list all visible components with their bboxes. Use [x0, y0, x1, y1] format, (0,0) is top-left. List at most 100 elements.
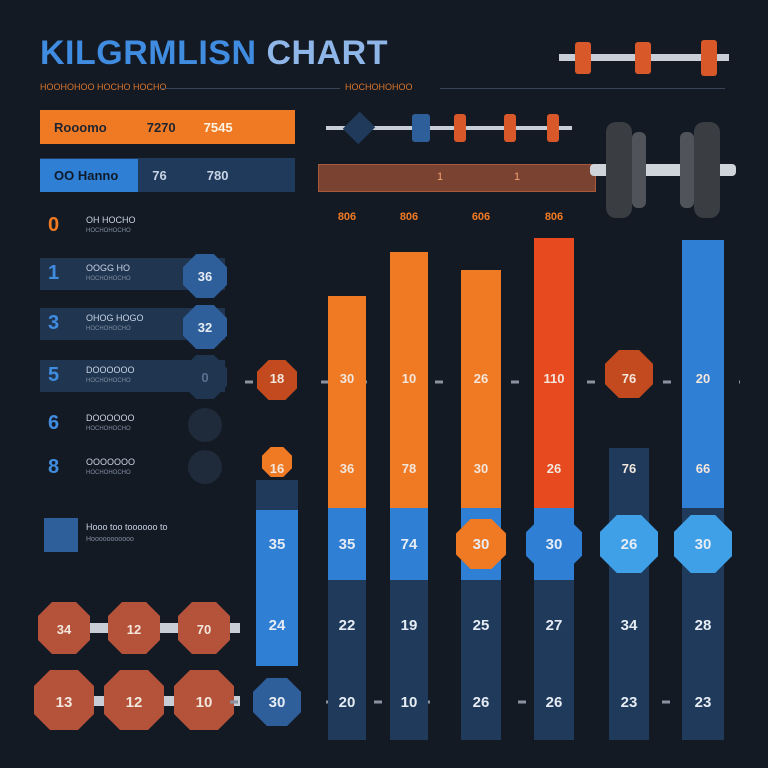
bar-segment: [682, 240, 724, 508]
bar-value-label: 20: [339, 694, 356, 711]
bar-value-label: 30: [269, 694, 286, 711]
bar-value-label: 22: [339, 617, 356, 634]
list-text: DOOOOOO: [86, 413, 135, 423]
chart-title: KILGRMLISN CHART: [40, 34, 388, 73]
bar-value-label: 30: [546, 536, 563, 553]
bar-segment: [256, 510, 298, 666]
bar-value-label: 26: [474, 371, 488, 386]
bar-value-label: 23: [695, 694, 712, 711]
list-text: OOGG HO: [86, 263, 131, 273]
banner-value: 1: [437, 171, 444, 183]
bar-value-label: 23: [621, 694, 638, 711]
bar-value-label: 30: [695, 536, 712, 553]
bar-segment: [390, 508, 428, 580]
plate: 13: [34, 670, 94, 730]
bar-segment: [534, 580, 574, 740]
title-part1: KILGRMLISN: [40, 34, 257, 72]
bar-value-label: 76: [622, 371, 636, 386]
top-bar-2: OO Hanno 76 780: [40, 158, 295, 192]
list-number: 1: [48, 262, 60, 284]
column-top-label: 806: [400, 211, 418, 223]
bar-segment: [534, 238, 574, 508]
column-top-label: 806: [545, 211, 563, 223]
list-subtext: HOCHOHOCHO: [86, 228, 131, 234]
plate: 34: [38, 602, 90, 654]
plate-label: 70: [197, 622, 211, 637]
bar-value-label: 10: [402, 371, 416, 386]
bar-value-label: 27: [546, 617, 563, 634]
list-text: OHOG HOGO: [86, 313, 144, 323]
bar-segment: [609, 448, 649, 740]
subtitle-right: HOCHOHOHOO: [345, 82, 413, 92]
heavy-dumbbell-icon: [590, 122, 736, 218]
bar-value-label: 20: [696, 371, 710, 386]
top-bar-value: 76: [152, 167, 167, 183]
bar-segment: [328, 508, 366, 580]
bar-value-label: 25: [473, 617, 490, 634]
top-bar-label: OO Hanno: [40, 158, 139, 192]
plate-marker: [605, 350, 653, 398]
bar-value-label: 26: [547, 461, 561, 476]
footer-note-line: Hooooooooooo: [86, 536, 134, 543]
bar-segment: [256, 480, 298, 510]
list-item: 6 DOOOOOO HOCHOHOCHO: [40, 408, 225, 440]
list-number: 3: [48, 312, 60, 334]
list-badge: 36: [183, 254, 227, 298]
footer-note-line: Hooo too toooooo to: [86, 522, 168, 532]
plate: 12: [108, 602, 160, 654]
plate-marker: [262, 447, 292, 477]
bar-segment: [328, 296, 366, 508]
plate-marker: [600, 515, 658, 573]
subtitle-left: HOOHOHOO HOCHO HOCHO: [40, 82, 167, 92]
bar-value-label: 28: [695, 617, 712, 634]
list-subtext: HOCHOHOCHO: [86, 326, 131, 332]
list-subtext: HOCHOHOCHO: [86, 426, 131, 432]
top-bar-value: 7270: [146, 119, 176, 135]
bar-value-label: 76: [622, 461, 636, 476]
bar-value-label: 36: [340, 461, 354, 476]
bar-value-label: 30: [340, 371, 354, 386]
plate: 12: [104, 670, 164, 730]
plate-marker: [526, 516, 582, 572]
plate-marker: [257, 360, 297, 400]
list-number: 0: [48, 214, 60, 236]
list-subtext: HOCHOHOCHO: [86, 470, 131, 476]
bar-segment: [390, 252, 428, 508]
bar-segment: [390, 580, 428, 740]
list-text: OOOOOOO: [86, 457, 136, 467]
dumbbell-row-icon: [326, 111, 572, 145]
range-banner: 1 1: [318, 164, 596, 192]
bar-value-label: 66: [696, 461, 710, 476]
list-number: 5: [48, 364, 60, 386]
plate-marker: [253, 678, 301, 726]
list-text: OH HOCHO: [86, 215, 136, 225]
list-subtext: HOCHOHOCHO: [86, 276, 131, 282]
list-number: 6: [48, 412, 60, 434]
column-top-label: 806: [338, 211, 356, 223]
bar-value-label: 26: [546, 694, 563, 711]
dumbbell-icon: [559, 40, 729, 76]
divider: [440, 88, 725, 89]
bar-value-label: 78: [402, 461, 416, 476]
photo-thumbnail: [44, 518, 78, 552]
bar-value-label: 26: [621, 536, 638, 553]
title-part2: CHART: [266, 34, 388, 72]
list-item: 8 OOOOOOO HOCHOHOCHO: [40, 452, 225, 484]
bar-segment: [461, 580, 501, 740]
list-item: 0 OH HOCHO HOCHOHOCHO: [40, 210, 225, 242]
plate-label: 13: [56, 694, 73, 711]
banner-value: 1: [514, 171, 521, 183]
top-bar-value: 780: [206, 167, 229, 183]
bar-value-label: 24: [269, 617, 286, 634]
plate-marker: [456, 519, 506, 569]
divider: [160, 88, 340, 89]
list-badge-placeholder: [188, 408, 222, 442]
list-badge: 32: [183, 305, 227, 349]
plate: 10: [174, 670, 234, 730]
bar-value-label: 35: [269, 536, 286, 553]
bar-value-label: 19: [401, 617, 418, 634]
bar-value-label: 110: [544, 371, 565, 386]
bar-value-label: 10: [401, 694, 418, 711]
plate-label: 12: [126, 694, 143, 711]
